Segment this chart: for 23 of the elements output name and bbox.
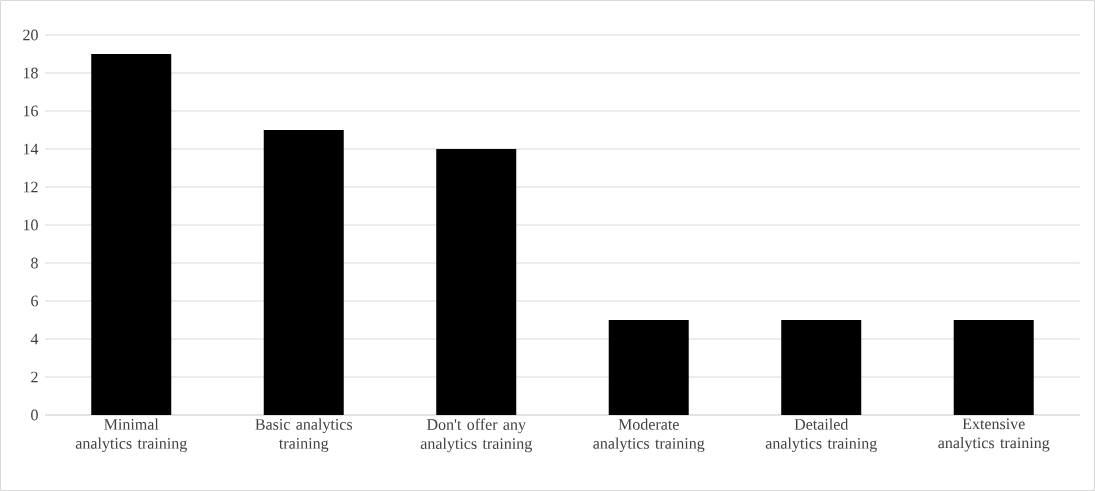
y-tick-label: 18	[23, 67, 38, 79]
x-tick-label: Minimal analytics training	[75, 418, 187, 453]
bar	[608, 320, 689, 415]
x-tick-label: Extensive analytics training	[938, 418, 1050, 452]
bar	[263, 130, 344, 415]
x-tick-label: Basic analytics training	[255, 418, 353, 453]
y-tick-label: 16	[23, 105, 39, 117]
y-tick-label: 2	[31, 371, 38, 383]
y-tick-label: 10	[23, 219, 38, 231]
x-tick-label: Detailed analytics training	[765, 418, 877, 453]
y-tick-label: 6	[31, 295, 39, 307]
y-tick-label: 20	[23, 29, 38, 41]
y-tick-label: 0	[31, 409, 38, 421]
y-tick-label: 12	[23, 181, 38, 193]
bar	[91, 54, 172, 415]
bar	[953, 320, 1034, 415]
bar	[781, 320, 862, 415]
x-tick-label: Moderate analytics training	[593, 418, 705, 453]
x-tick-label: Don't offer any analytics training	[420, 418, 532, 453]
y-tick-label: 8	[31, 257, 38, 269]
y-tick-label: 14	[23, 143, 39, 155]
bar	[436, 149, 517, 415]
y-tick-label: 4	[30, 333, 39, 345]
